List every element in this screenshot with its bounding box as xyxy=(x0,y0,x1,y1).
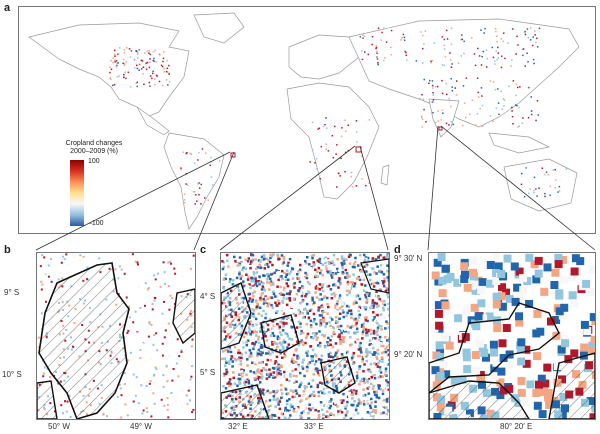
protected-area-b1 xyxy=(38,262,130,419)
protected-area-c5 xyxy=(360,258,389,294)
zoom-map-c-svg xyxy=(221,253,389,419)
australia xyxy=(503,158,578,212)
protected-area-b2 xyxy=(172,288,195,345)
c-lon-tick-2: 33° E xyxy=(304,422,324,431)
africa xyxy=(286,82,380,200)
c-lon-tick-1: 32° E xyxy=(228,422,248,431)
b-lon-tick-2: 49° W xyxy=(130,422,152,431)
europe xyxy=(288,34,360,80)
southeast-asia xyxy=(488,132,551,154)
c-lat-tick-2: 5° S xyxy=(200,368,216,377)
asia xyxy=(348,18,580,128)
b-lon-tick-1: 50° W xyxy=(48,422,70,431)
protected-area-c4 xyxy=(221,384,270,419)
legend-max: 100 xyxy=(88,158,100,165)
protected-area-c1 xyxy=(221,282,252,350)
legend-colorbar xyxy=(70,160,84,226)
c-lat-tick-1: 4° S xyxy=(200,292,216,301)
legend-title-1: Cropland changes xyxy=(65,140,123,147)
world-map xyxy=(18,6,596,234)
greenland xyxy=(193,12,245,44)
madagascar xyxy=(380,164,390,186)
panel-b-label: b xyxy=(4,244,11,256)
panel-d-label: d xyxy=(394,244,401,256)
protected-area-b3 xyxy=(37,380,58,419)
protected-area-d1 xyxy=(429,302,560,394)
zoom-map-b-svg xyxy=(37,253,195,419)
zoom-box-b xyxy=(230,152,236,158)
protected-area-c2 xyxy=(260,314,300,354)
d-lat-tick-2: 9° 20′ N xyxy=(394,350,423,359)
legend-min: –100 xyxy=(88,220,104,227)
zoom-map-c xyxy=(220,252,390,420)
zoom-map-d-svg xyxy=(429,253,595,419)
south-america xyxy=(163,132,225,230)
d-lon-tick-1: 80° 20′ E xyxy=(500,422,533,431)
protected-area-d3 xyxy=(548,352,595,419)
d-lat-tick-1: 9° 30′ N xyxy=(394,254,423,263)
zoom-map-b xyxy=(36,252,196,420)
world-map-svg xyxy=(28,12,580,230)
protected-area-d2 xyxy=(429,380,530,419)
b-lat-tick-1: 9° S xyxy=(4,288,20,297)
protected-area-c3 xyxy=(320,356,356,394)
b-lat-tick-2: 10° S xyxy=(2,370,22,379)
central-america xyxy=(136,106,170,136)
zoom-map-d xyxy=(428,252,596,420)
india xyxy=(428,98,460,138)
panel-a-label: a xyxy=(4,2,11,14)
north-america xyxy=(28,22,190,118)
legend-title-2: 2000–2009 (%) xyxy=(70,148,118,155)
panel-c-label: c xyxy=(200,244,207,256)
